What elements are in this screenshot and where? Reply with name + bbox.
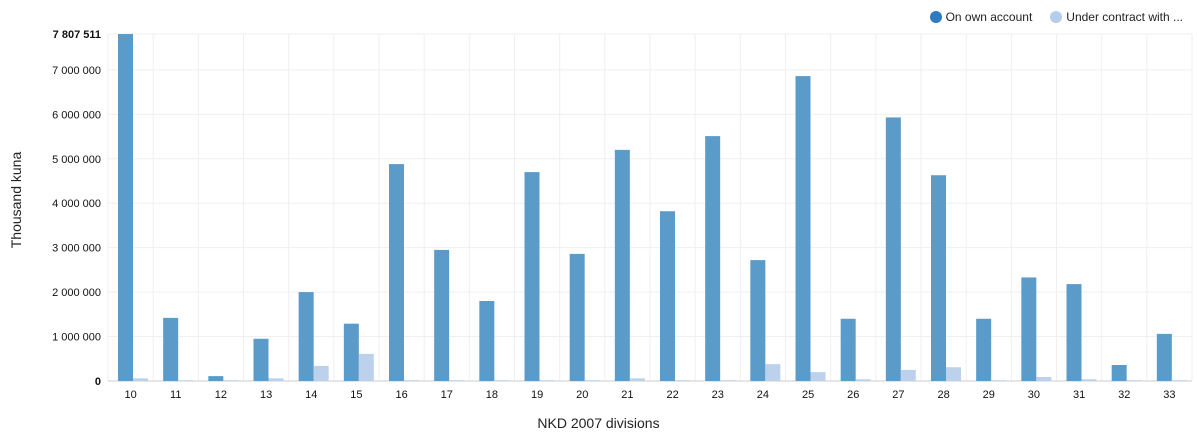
bar-under-contract[interactable] — [810, 372, 826, 381]
grid-lines — [107, 33, 1193, 382]
x-tick-label: 21 — [621, 389, 633, 401]
bar-on-own-account[interactable] — [660, 211, 675, 381]
bar-on-own-account[interactable] — [569, 253, 585, 381]
y-tick-label: 2 000 000 — [52, 287, 101, 299]
x-tick-label: 20 — [576, 389, 588, 401]
bar-under-contract[interactable] — [539, 380, 555, 381]
bar-under-contract[interactable] — [584, 380, 600, 381]
bar-on-own-account[interactable] — [524, 172, 540, 381]
legend-item-on-own-account[interactable]: On own account — [929, 10, 1033, 24]
bar-under-contract[interactable] — [720, 380, 736, 381]
bar-under-contract[interactable] — [1036, 377, 1052, 381]
bar-on-own-account[interactable] — [434, 249, 450, 381]
bar-on-own-account[interactable] — [750, 260, 766, 381]
y-tick-label: 4 000 000 — [52, 198, 101, 210]
bar-under-contract[interactable] — [629, 378, 645, 381]
legend-label-on-own-account: On own account — [945, 10, 1033, 24]
bar-on-own-account[interactable] — [1021, 277, 1037, 381]
x-tick-label: 13 — [260, 389, 272, 401]
bars — [118, 34, 1187, 381]
bar-on-own-account[interactable] — [840, 318, 856, 381]
x-tick-label: 16 — [395, 389, 407, 401]
x-tick-label: 26 — [847, 389, 859, 401]
bar-under-contract[interactable] — [268, 378, 284, 381]
x-tick-label: 32 — [1118, 389, 1130, 401]
bar-on-own-account[interactable] — [479, 301, 495, 381]
legend-item-under-contract[interactable]: Under contract with ... — [1050, 10, 1183, 24]
x-tick-label: 18 — [486, 389, 498, 401]
x-axis-ticks: 10 11 12 13 14 15 16 17 18 19 20 21 22 23 24 25 26 27 28 29… — [124, 389, 1175, 401]
bar-under-contract[interactable] — [223, 380, 239, 381]
legend-swatch-on-own-account — [929, 11, 942, 23]
x-tick-label: 17 — [441, 389, 453, 401]
x-tick-label: 30 — [1028, 389, 1040, 401]
y-axis-ticks: 0 1 000 000 2 000 000 3 000 000 4 000 000 5 0… — [52, 29, 101, 388]
bar-on-own-account[interactable] — [885, 117, 901, 381]
bar-on-own-account[interactable] — [343, 323, 359, 381]
y-tick-label: 0 — [95, 376, 101, 388]
x-tick-label: 11 — [170, 389, 181, 401]
x-tick-label: 25 — [802, 389, 814, 401]
legend-swatch-under-contract — [1050, 11, 1063, 23]
bar-under-contract[interactable] — [855, 379, 871, 381]
bar-on-own-account[interactable] — [1111, 365, 1127, 381]
bar-on-own-account[interactable] — [795, 76, 811, 381]
x-axis-title: NKD 2007 divisions — [537, 415, 660, 431]
x-tick-label: 12 — [215, 389, 227, 401]
legend-label-under-contract: Under contract with ... — [1066, 10, 1183, 24]
bar-under-contract[interactable] — [1081, 379, 1097, 381]
x-tick-label: 33 — [1163, 389, 1175, 401]
bar-under-contract[interactable] — [991, 380, 1007, 381]
bar-on-own-account[interactable] — [705, 136, 721, 381]
bar-under-contract[interactable] — [946, 367, 961, 381]
bar-under-contract[interactable] — [313, 365, 329, 381]
bar-under-contract[interactable] — [1171, 380, 1187, 381]
bar-under-contract[interactable] — [449, 380, 465, 381]
x-tick-label: 19 — [531, 389, 543, 401]
bar-on-own-account[interactable] — [389, 164, 404, 381]
x-tick-label: 29 — [983, 389, 995, 401]
bar-on-own-account[interactable] — [163, 317, 179, 381]
x-tick-label: 10 — [124, 389, 136, 401]
chart-legend: On own account Under contract with ... — [929, 10, 1183, 24]
bar-under-contract[interactable] — [178, 380, 194, 381]
bar-on-own-account[interactable] — [118, 34, 133, 381]
bar-under-contract[interactable] — [675, 380, 690, 381]
x-tick-label: 27 — [892, 389, 904, 401]
y-tick-label: 7 000 000 — [52, 65, 101, 77]
x-tick-label: 22 — [666, 389, 678, 401]
bar-on-own-account[interactable] — [931, 175, 946, 381]
bar-under-contract[interactable] — [404, 380, 419, 381]
x-tick-label: 15 — [350, 389, 362, 401]
bar-under-contract[interactable] — [358, 353, 374, 381]
x-tick-label: 23 — [712, 389, 724, 401]
y-tick-label: 5 000 000 — [52, 154, 101, 166]
bar-under-contract[interactable] — [494, 380, 510, 381]
y-tick-label: 6 000 000 — [52, 109, 101, 121]
bar-on-own-account[interactable] — [1066, 284, 1082, 381]
y-tick-label: 1 000 000 — [52, 332, 101, 344]
bar-under-contract[interactable] — [900, 369, 916, 381]
x-tick-label: 14 — [305, 389, 317, 401]
x-tick-label: 31 — [1073, 389, 1085, 401]
y-tick-label: 3 000 000 — [52, 243, 101, 255]
bar-on-own-account[interactable] — [976, 318, 992, 381]
bar-under-contract[interactable] — [1126, 380, 1142, 381]
bar-on-own-account[interactable] — [253, 338, 269, 381]
bar-on-own-account[interactable] — [614, 149, 630, 381]
bar-on-own-account[interactable] — [298, 292, 314, 381]
bar-on-own-account[interactable] — [208, 376, 224, 381]
y-tick-label: 7 807 511 — [53, 29, 101, 41]
bar-on-own-account[interactable] — [1156, 333, 1172, 381]
x-tick-label: 28 — [937, 389, 949, 401]
bar-under-contract[interactable] — [133, 378, 148, 381]
bar-under-contract[interactable] — [765, 364, 781, 381]
x-tick-label: 24 — [757, 389, 769, 401]
